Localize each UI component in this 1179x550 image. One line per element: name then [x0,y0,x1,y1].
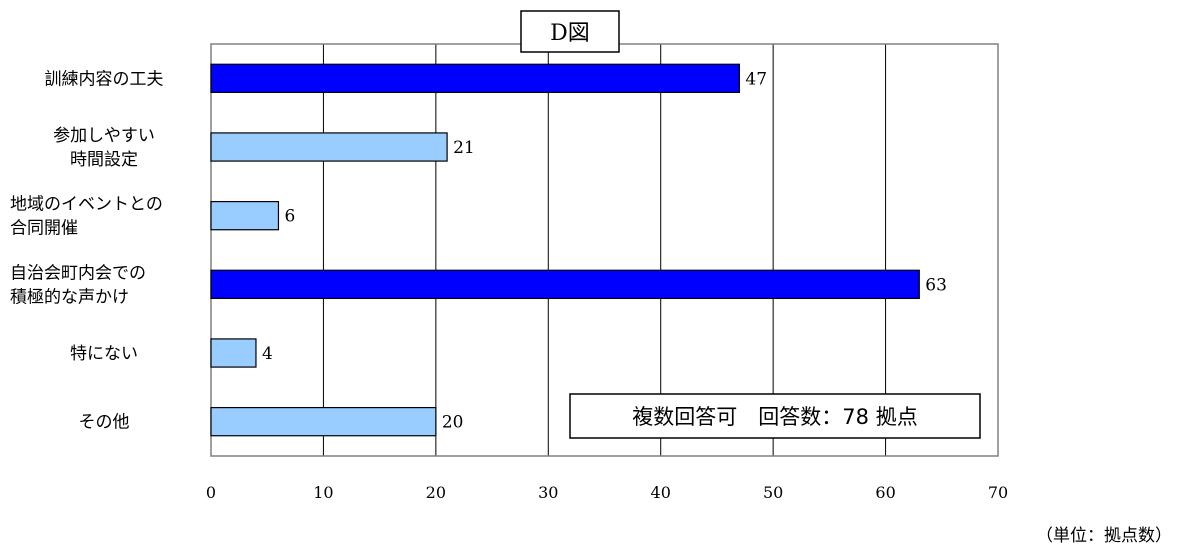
category-label: 積極的な声かけ [10,287,129,307]
bar [210,132,448,162]
bar [210,406,437,437]
bar [210,269,920,300]
category-labels: 訓練内容の工夫参加しやすい時間設定地域のイベントとの合同開催自治会町内会での積極… [10,69,164,432]
chart-title: D図 [550,21,590,46]
note-box: 複数回答可 回答数：78 拠点 [569,393,981,439]
category-label: 合同開催 [10,219,78,239]
x-tick-label: 40 [651,483,671,502]
category-label: 地域のイベントとの [10,195,163,215]
chart-title-box: D図 [520,10,620,53]
category-label: 時間設定 [70,150,138,170]
category-label: その他 [79,413,130,433]
data-label: 47 [745,69,767,89]
category-label: 特にない [70,344,138,364]
data-label: 6 [284,207,295,227]
x-tick-labels: 0 10 20 30 40 50 60 70 [206,483,1008,502]
x-tick-label: 10 [313,483,333,502]
x-tick-label: 0 [206,483,216,502]
bar [210,338,257,368]
data-label: 21 [453,138,475,158]
category-label: 自治会町内会での [10,263,146,283]
x-tick-label: 70 [988,483,1008,502]
x-tick-label: 30 [538,483,558,502]
unit-label: （単位：拠点数） [1036,526,1172,546]
x-tick-label: 20 [426,483,446,502]
bar [210,200,280,231]
grid-lines [322,44,887,456]
note-text: 複数回答可 回答数：78 拠点 [632,405,917,429]
category-label: 参加しやすい [53,126,155,146]
bars: 47 21 6 63 4 20 [210,63,947,437]
bar [210,63,741,94]
category-label: 訓練内容の工夫 [45,69,164,89]
x-tick-label: 60 [875,483,895,502]
data-label: 20 [442,413,464,433]
x-tick-label: 50 [763,483,783,502]
data-label: 63 [925,275,947,295]
data-label: 4 [262,344,273,364]
